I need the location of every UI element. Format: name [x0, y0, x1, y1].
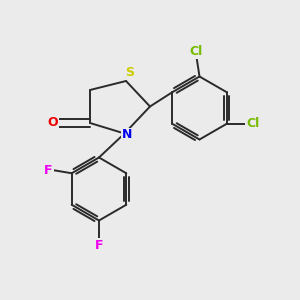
Text: S: S: [125, 66, 134, 79]
Text: O: O: [48, 116, 58, 129]
Text: Cl: Cl: [190, 45, 203, 58]
Text: F: F: [95, 238, 103, 252]
Text: N: N: [122, 128, 133, 142]
Text: F: F: [44, 164, 52, 177]
Text: Cl: Cl: [246, 117, 260, 130]
